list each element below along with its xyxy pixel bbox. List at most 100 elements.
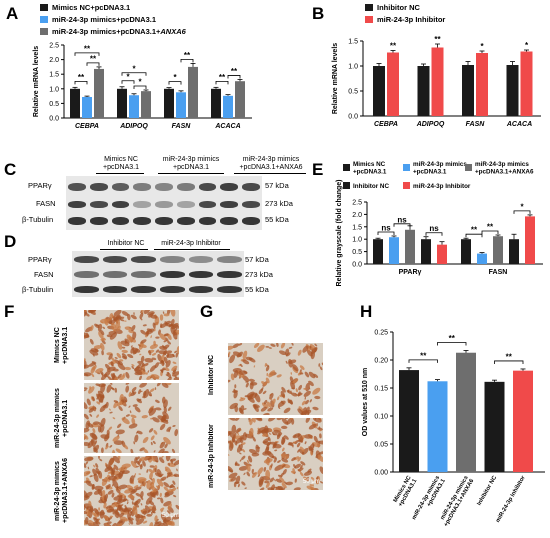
h-bracket [494, 360, 524, 364]
legend-swatch-e [403, 182, 410, 189]
micrograph-f-3 [84, 456, 179, 526]
legend-label-e: miR-24-3p Inhibitor [413, 183, 471, 190]
e-PPARγ-bar [437, 244, 447, 264]
wb-band [188, 271, 214, 278]
wb-band [102, 286, 128, 293]
b-CEBPA-bar [373, 66, 385, 116]
h-sig: ** [449, 334, 456, 343]
e-PPARγ-bar [373, 239, 383, 264]
panel-label-f: F [4, 302, 15, 321]
wb-c-header-3: miR-24-3p mimics +pcDNA3.1+ANXA6 [239, 156, 303, 171]
wb-band [155, 183, 173, 191]
wb-c-row-2: FASN [36, 199, 56, 208]
wb-d-kda-3: 55 kDa [245, 285, 269, 294]
wb-d-row-1: PPARγ [28, 255, 52, 264]
legend-swatch-a [40, 28, 48, 35]
wb-d-kda-2: 273 kDa [245, 270, 273, 279]
e-sig: ns [429, 224, 439, 233]
panel-label-a: A [6, 4, 19, 23]
a-ADIPOQ-bar [129, 95, 139, 118]
wb-band [133, 201, 152, 208]
e-y-tick-label: 1.5 [352, 224, 362, 231]
e-PPARγ-bar [421, 239, 431, 264]
g-label-1: Inhibitor NC [208, 354, 215, 396]
b-sig: ** [390, 42, 397, 51]
g-label-2: miR-24-3p Inhibitor [208, 424, 215, 488]
wb-band [220, 201, 239, 208]
e-FASN-bar [525, 216, 535, 264]
wb-band [198, 201, 217, 208]
b-FASN-bar [476, 53, 488, 116]
wb-c-header-2: miR-24-3p mimics +pcDNA3.1 [162, 156, 220, 171]
h-bracket [437, 342, 467, 346]
a-ADIPOQ-bar [117, 88, 127, 118]
wb-d-row-2: FASN [34, 270, 54, 279]
b-ylabel: Relative mRNA levels [332, 43, 339, 114]
legend-swatch-e [465, 164, 472, 171]
a-sig: ** [184, 51, 191, 60]
a-sig: ** [219, 73, 226, 82]
a-sig: ** [90, 54, 97, 63]
legend-label-e: Mimics NC +pcDNA3.1 [353, 161, 387, 175]
a-sig: ** [84, 44, 91, 53]
a-CEBPA-bar [82, 96, 92, 118]
f-label-2: miR-24-3p mimics +pcDNA3.1 [54, 388, 69, 448]
wb-band [89, 183, 108, 191]
a-FASN-bar [188, 66, 198, 118]
wb-d-kda-1: 57 kDa [245, 255, 269, 264]
h-bar [456, 352, 476, 472]
a-ADIPOQ-bar [141, 91, 151, 118]
panel-label-g: G [200, 302, 214, 321]
panel-label-d: D [4, 232, 17, 251]
h-x-label: Mimics NC+pcDNA3.1 [392, 474, 419, 508]
wb-c-header-1: Mimics NC +pcDNA3.1 [103, 156, 139, 171]
b-y-tick-label: 1.5 [348, 39, 358, 46]
b-x-label: ACACA [506, 121, 532, 128]
wb-band [217, 286, 242, 293]
legend-label-a: miR-24-3p mimics+pcDNA3.1+ANXA6 [52, 27, 187, 36]
scale-bar-f: 50 μm [162, 513, 179, 519]
h-y-tick-label: 0.15 [374, 386, 388, 393]
wb-c-row-1: PPARγ [28, 181, 52, 190]
h-bar [484, 381, 505, 472]
legend-label-a: Mimics NC+pcDNA3.1 [52, 3, 130, 12]
wb-band [102, 271, 128, 278]
micrograph-f-1 [84, 310, 179, 380]
e-sig: ** [487, 222, 494, 231]
wb-band [188, 256, 214, 263]
a-bracket [215, 80, 229, 85]
h-ylabel: OD values at 510 nm [362, 368, 369, 436]
a-y-tick-label: 2.0 [49, 57, 59, 64]
a-bracket [86, 62, 100, 66]
e-FASN-bar [493, 236, 503, 264]
a-bracket [180, 58, 194, 63]
a-sig: * [132, 64, 136, 73]
wb-band [176, 201, 195, 208]
panel-label-e: E [312, 160, 324, 179]
wb-d-header-1: Inhibitor NC [107, 240, 145, 247]
wb-band [220, 183, 239, 191]
wb-band [74, 256, 99, 263]
e-bracket [393, 223, 411, 227]
b-x-label: CEBPA [374, 121, 398, 128]
b-x-label: FASN [466, 121, 486, 128]
h-y-tick-label: 0.00 [374, 470, 388, 477]
wb-band [242, 217, 260, 225]
legend-swatch-e [403, 164, 410, 171]
a-bracket [133, 85, 147, 89]
h-sig: ** [420, 351, 427, 360]
chart-h: 0.00 0.05 0.10 0.15 0.20 0.25 OD values at 510… [362, 330, 545, 528]
wb-band [160, 271, 185, 278]
panel-label-b: B [312, 4, 325, 23]
e-bracket [481, 230, 499, 234]
wb-band [133, 217, 152, 225]
a-sig: * [126, 72, 130, 81]
h-y-tick-label: 0.05 [374, 442, 388, 449]
b-FASN-bar [462, 65, 474, 116]
h-bracket [408, 359, 438, 363]
a-y-tick-label: 0.5 [49, 101, 59, 108]
wb-band [111, 201, 130, 208]
b-y-tick-label: 0.5 [348, 89, 358, 96]
wb-c-kda-1: 57 kDa [265, 181, 289, 190]
e-x-label: PPARγ [399, 269, 422, 276]
